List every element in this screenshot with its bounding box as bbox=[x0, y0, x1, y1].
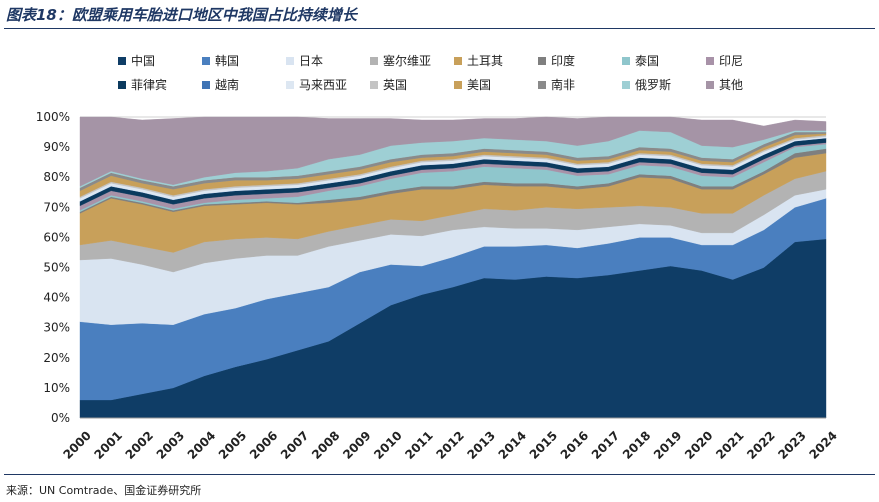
legend-label-8: 菲律宾 bbox=[131, 77, 167, 92]
x-tick-label: 2000 bbox=[60, 428, 94, 462]
legend-label-3: 塞尔维亚 bbox=[383, 53, 431, 68]
legend-label-12: 美国 bbox=[467, 78, 491, 92]
legend-swatch-5 bbox=[538, 57, 546, 65]
y-tick-label: 40% bbox=[43, 291, 70, 305]
legend-swatch-11 bbox=[370, 81, 378, 89]
x-tick-label: 2003 bbox=[154, 428, 188, 462]
y-tick-label: 30% bbox=[43, 321, 70, 335]
legend-swatch-10 bbox=[286, 81, 294, 89]
legend-swatch-12 bbox=[454, 81, 462, 89]
x-tick-label: 2005 bbox=[216, 428, 250, 462]
legend-label-15: 其他 bbox=[719, 78, 743, 92]
legend-swatch-9 bbox=[202, 81, 210, 89]
x-tick-label: 2024 bbox=[806, 428, 840, 462]
y-tick-label: 60% bbox=[43, 230, 70, 244]
x-tick-label: 2017 bbox=[589, 428, 623, 462]
legend-swatch-0 bbox=[118, 57, 126, 65]
x-tick-label: 2016 bbox=[558, 428, 592, 462]
legend-swatch-2 bbox=[286, 57, 294, 65]
legend-label-14: 俄罗斯 bbox=[635, 78, 671, 92]
y-tick-label: 100% bbox=[36, 110, 70, 124]
legend-label-2: 日本 bbox=[299, 54, 323, 68]
y-tick-label: 70% bbox=[43, 200, 70, 214]
y-tick-label: 10% bbox=[43, 381, 70, 395]
x-tick-label: 2018 bbox=[620, 428, 654, 462]
legend-label-6: 泰国 bbox=[635, 54, 659, 68]
x-tick-label: 2020 bbox=[682, 428, 716, 462]
legend-label-7: 印尼 bbox=[719, 54, 743, 68]
y-tick-label: 80% bbox=[43, 170, 70, 184]
legend-label-4: 土耳其 bbox=[467, 54, 503, 68]
x-tick-label: 2023 bbox=[775, 428, 809, 462]
legend-swatch-13 bbox=[538, 81, 546, 89]
legend-swatch-3 bbox=[370, 57, 378, 65]
legend-swatch-4 bbox=[454, 57, 462, 65]
x-tick-label: 2013 bbox=[464, 428, 498, 462]
x-tick-label: 2006 bbox=[247, 428, 281, 462]
chart-title: 图表18：欧盟乘用车胎进口地区中我国占比持续增长 bbox=[6, 6, 357, 24]
legend-label-0: 中国 bbox=[131, 53, 155, 68]
x-tick-label: 2019 bbox=[651, 428, 685, 462]
source-note: 来源：UN Comtrade、国金证券研究所 bbox=[6, 484, 202, 497]
legend-label-9: 越南 bbox=[215, 77, 239, 92]
legend-swatch-1 bbox=[202, 57, 210, 65]
legend-label-5: 印度 bbox=[551, 53, 575, 68]
legend-swatch-14 bbox=[622, 81, 630, 89]
legend-label-1: 韩国 bbox=[215, 53, 239, 68]
series-areas bbox=[79, 116, 827, 419]
x-tick-label: 2014 bbox=[496, 428, 530, 462]
legend-label-10: 马来西亚 bbox=[299, 78, 347, 92]
x-tick-label: 2008 bbox=[309, 428, 343, 462]
y-tick-label: 90% bbox=[43, 140, 70, 154]
legend-swatch-6 bbox=[622, 57, 630, 65]
legend-label-11: 英国 bbox=[383, 78, 407, 92]
x-tick-label: 2010 bbox=[371, 428, 405, 462]
legend-swatch-15 bbox=[706, 81, 714, 89]
legend-label-13: 南非 bbox=[551, 77, 575, 92]
title-divider bbox=[4, 28, 875, 29]
x-tick-label: 2021 bbox=[713, 428, 747, 462]
y-tick-label: 0% bbox=[51, 411, 70, 425]
x-tick-label: 2001 bbox=[91, 428, 125, 462]
x-tick-label: 2009 bbox=[340, 428, 374, 462]
legend-swatch-7 bbox=[706, 57, 714, 65]
legend-swatch-8 bbox=[118, 81, 126, 89]
x-tick-label: 2012 bbox=[433, 428, 467, 462]
y-tick-label: 50% bbox=[43, 261, 70, 275]
x-tick-label: 2022 bbox=[744, 428, 778, 462]
x-tick-label: 2015 bbox=[527, 428, 561, 462]
x-tick-label: 2007 bbox=[278, 428, 312, 462]
y-tick-label: 20% bbox=[43, 351, 70, 365]
x-tick-label: 2004 bbox=[185, 428, 219, 462]
x-tick-label: 2002 bbox=[123, 428, 157, 462]
x-tick-label: 2011 bbox=[402, 428, 436, 462]
footer-divider bbox=[4, 474, 875, 475]
area-series-15 bbox=[79, 116, 827, 187]
